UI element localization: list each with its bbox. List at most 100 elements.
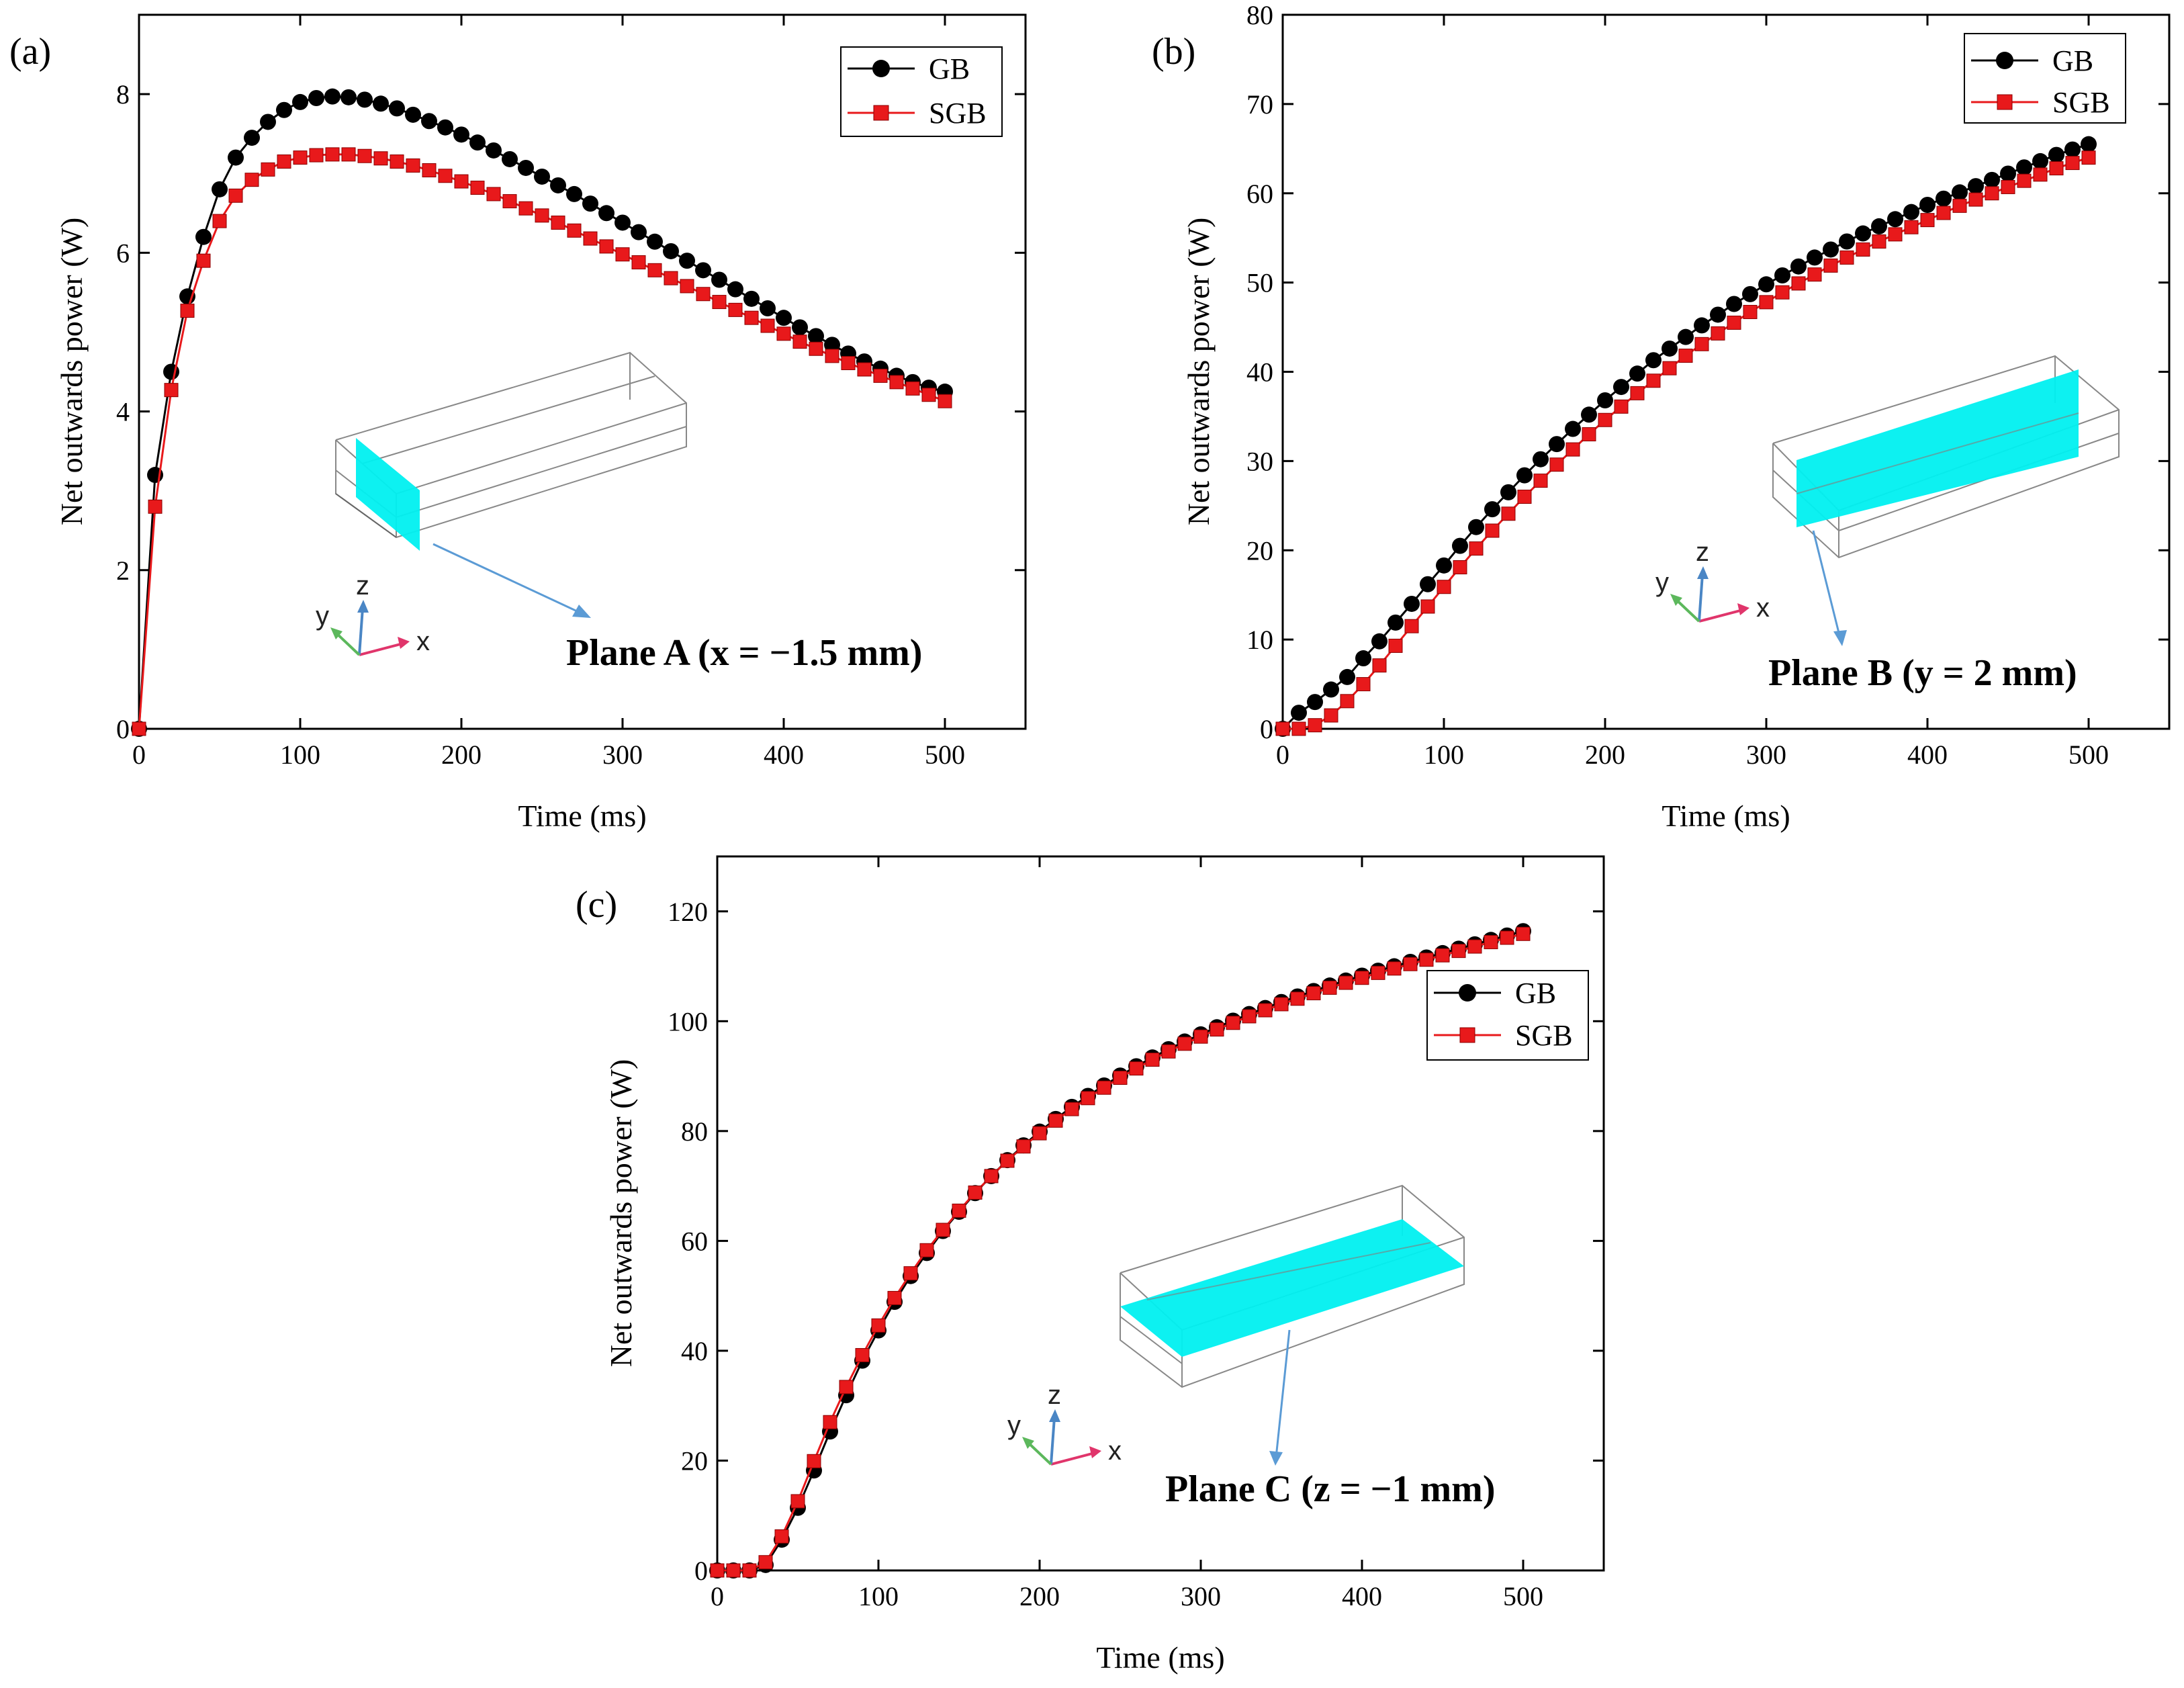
- data-point-sgb: [1387, 961, 1402, 976]
- panel-b-legend-gb-label: GB: [2052, 44, 2093, 77]
- data-point-sgb: [1743, 304, 1758, 319]
- data-point-sgb: [1404, 619, 1419, 633]
- data-point-sgb: [1678, 349, 1693, 363]
- data-point-sgb: [1322, 980, 1337, 995]
- panel-a-ylabel: Net outwards power (W): [54, 218, 89, 526]
- x-tick-label: 400: [1907, 740, 1948, 770]
- data-point-sgb: [164, 383, 179, 398]
- data-point-gb: [1919, 197, 1936, 214]
- data-point-gb: [228, 149, 244, 166]
- data-point-sgb: [1517, 490, 1532, 504]
- data-point-gb: [1484, 501, 1500, 518]
- data-point-gb: [1533, 451, 1549, 468]
- data-point-gb: [663, 242, 679, 259]
- data-point-gb: [244, 130, 260, 146]
- data-point-gb: [1694, 317, 1710, 334]
- data-point-sgb: [1291, 721, 1306, 736]
- panel-a-axis-triad-icon: x z y: [316, 571, 430, 656]
- data-point-sgb: [1807, 267, 1822, 282]
- data-point-gb: [1645, 352, 1662, 369]
- panel-a-geometry-inset: [335, 351, 687, 551]
- panel-c-legend-box: [1426, 970, 1589, 1061]
- y-tick-label: 20: [1246, 535, 1273, 566]
- x-tick-label: 500: [925, 740, 965, 770]
- data-point-sgb: [1920, 213, 1935, 228]
- data-point-gb: [502, 150, 518, 167]
- y-tick-label: 20: [681, 1446, 708, 1476]
- x-tick-label: 0: [711, 1581, 724, 1611]
- data-point-sgb: [2017, 173, 2032, 188]
- data-point-sgb: [470, 180, 485, 195]
- data-point-sgb: [1193, 1029, 1208, 1044]
- data-point-sgb: [809, 341, 823, 356]
- y-tick-label: 2: [116, 556, 130, 586]
- data-point-sgb: [857, 362, 872, 377]
- data-point-sgb: [938, 394, 952, 408]
- panel-a-legend-box: [840, 46, 1003, 137]
- data-point-sgb: [261, 162, 275, 177]
- data-point-sgb: [373, 151, 388, 166]
- data-point-gb: [1404, 595, 1420, 612]
- panel-c-legend-sgb-label: SGB: [1515, 1019, 1573, 1052]
- data-point-gb: [1565, 420, 1581, 437]
- y-tick-label: 70: [1246, 89, 1273, 120]
- data-point-sgb: [406, 158, 420, 173]
- panel-a: (a) 0 100 200 300 400 500 0 2 4 6 8 Time (ms) Net …: [9, 13, 1027, 833]
- data-point-sgb: [744, 310, 759, 325]
- y-tick-label: 10: [1246, 625, 1273, 655]
- data-point-gb: [792, 319, 808, 336]
- data-point-gb: [550, 177, 566, 193]
- data-point-gb: [808, 328, 824, 345]
- data-point-sgb: [1032, 1126, 1047, 1141]
- data-point-gb: [1871, 218, 1887, 234]
- data-point-sgb: [807, 1454, 821, 1468]
- panel-a-axis-x-letter: x: [416, 627, 430, 656]
- data-point-sgb: [2049, 161, 2064, 176]
- y-tick-label: 40: [1246, 357, 1273, 388]
- data-point-gb: [421, 113, 437, 130]
- data-point-sgb: [309, 148, 324, 163]
- data-point-sgb: [1290, 991, 1305, 1006]
- data-point-sgb: [1453, 560, 1467, 574]
- data-point-sgb: [839, 1380, 854, 1394]
- data-point-sgb: [615, 247, 630, 262]
- data-point-gb: [1613, 379, 1629, 396]
- data-point-sgb: [1372, 658, 1387, 673]
- data-point-gb: [647, 233, 663, 250]
- x-tick-label: 500: [2068, 740, 2109, 770]
- data-point-gb: [453, 126, 469, 143]
- data-point-gb: [308, 90, 324, 107]
- data-point-sgb: [132, 721, 146, 736]
- panel-b-legend-sgb-label: SGB: [2052, 86, 2110, 119]
- panel-c-axis-z-letter: z: [1048, 1380, 1061, 1410]
- data-point-sgb: [760, 318, 775, 333]
- data-point-sgb: [583, 231, 598, 246]
- data-point-gb: [598, 205, 615, 222]
- y-tick-label: 80: [1246, 0, 1273, 30]
- data-point-sgb: [2001, 179, 2015, 194]
- data-point-sgb: [1081, 1091, 1095, 1106]
- panel-b-plane-b: [1796, 369, 2079, 527]
- panel-a-series: [131, 88, 953, 737]
- data-point-sgb: [1759, 295, 1774, 310]
- data-point-sgb: [2065, 156, 2080, 171]
- data-point-gb: [373, 95, 389, 112]
- panel-b-axis-y-letter: y: [1655, 568, 1669, 597]
- data-point-sgb: [502, 194, 517, 209]
- data-point-sgb: [599, 239, 614, 254]
- data-point-gb: [1339, 668, 1355, 685]
- panel-c-axis-triad-icon: x z y: [1007, 1380, 1122, 1466]
- data-point-sgb: [1985, 186, 1999, 201]
- data-point-gb: [2000, 165, 2016, 182]
- data-point-sgb: [664, 271, 678, 285]
- data-point-gb: [518, 159, 534, 176]
- data-point-gb: [324, 88, 340, 105]
- data-point-sgb: [710, 1563, 725, 1578]
- data-point-gb: [405, 106, 421, 123]
- data-point-sgb: [903, 1266, 918, 1281]
- data-point-sgb: [936, 1223, 950, 1237]
- data-point-gb: [1629, 365, 1645, 382]
- data-point-sgb: [1516, 926, 1531, 941]
- data-point-sgb: [1533, 474, 1548, 488]
